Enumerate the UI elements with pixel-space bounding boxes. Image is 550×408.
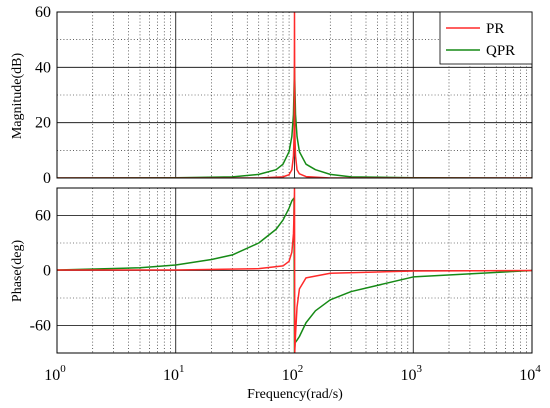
- y-tick-label: 0: [43, 170, 51, 187]
- frequency-axis-label: Frequency(rad/s): [247, 387, 343, 402]
- legend-box: [439, 11, 533, 65]
- magnitude-axis-label: Magnitude(dB): [10, 53, 25, 140]
- plot-frame: [56, 11, 533, 179]
- series-line-pr: [57, 188, 532, 353]
- legend-label-qpr: QPR: [486, 43, 515, 59]
- y-tick-label: 60: [35, 4, 51, 21]
- plot-frame: [56, 187, 533, 354]
- y-tick-label: 60: [35, 208, 51, 225]
- x-tick-label: 102: [282, 363, 304, 384]
- y-tick-label: 0: [43, 263, 51, 280]
- y-tick-label: -60: [30, 318, 51, 335]
- magnitude-panel: 0 20 40 60: [35, 4, 533, 187]
- phase-panel: -60 0 60 100 101 102 103 104: [30, 187, 541, 384]
- phase-axis-label: Phase(deg): [10, 240, 25, 303]
- x-tick-label: 101: [163, 363, 185, 384]
- legend: PR QPR: [439, 11, 533, 65]
- y-tick-label: 40: [35, 59, 51, 76]
- series-line-pr: [57, 12, 532, 178]
- legend-label-pr: PR: [486, 21, 504, 37]
- y-tick-label: 20: [35, 115, 51, 132]
- x-tick-label: 104: [519, 363, 541, 384]
- x-tick-label: 100: [44, 363, 66, 384]
- x-tick-label: 103: [401, 363, 423, 384]
